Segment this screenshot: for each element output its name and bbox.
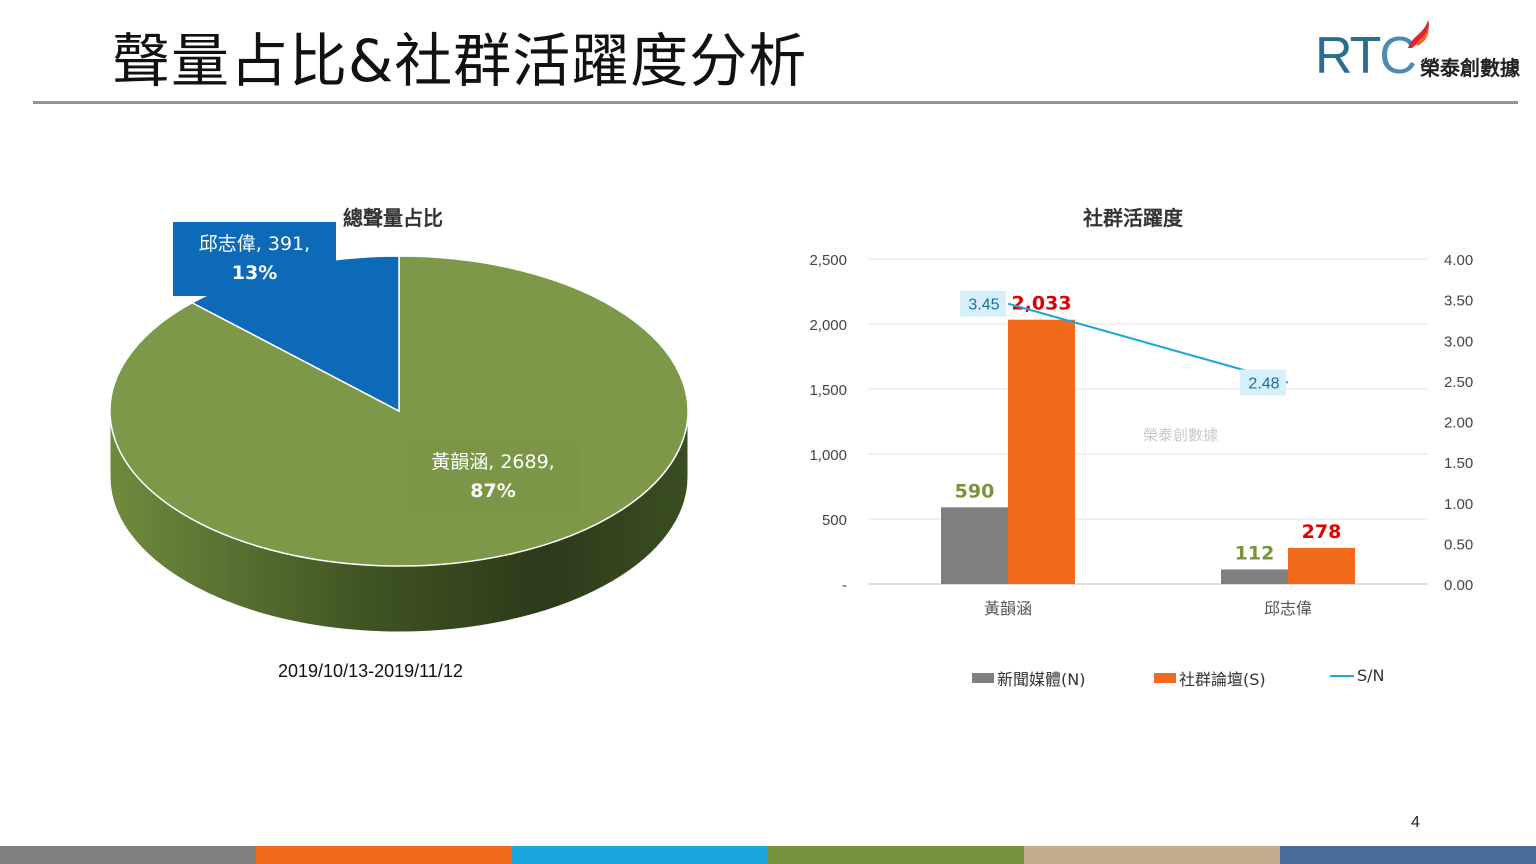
bar: [1288, 547, 1355, 584]
title-divider: [33, 101, 1518, 104]
legend-label-social: 社群論壇(S): [1179, 670, 1266, 689]
bar: [1221, 569, 1288, 584]
legend-item-social: 社群論壇(S): [1154, 666, 1266, 690]
sn-label-bg: [1240, 369, 1286, 396]
right-axis-tick: 0.50: [1444, 536, 1473, 553]
legend-label-news: 新聞媒體(N): [997, 670, 1086, 689]
flame-icon: [1408, 20, 1429, 48]
legend-label-sn: S/N: [1357, 666, 1385, 685]
sn-label-bg: [960, 290, 1006, 317]
right-axis-tick: 0.00: [1444, 577, 1473, 594]
legend-swatch-news: [972, 673, 994, 683]
legend-swatch-social: [1154, 673, 1176, 683]
logo-letters: RTC: [1315, 27, 1417, 85]
bar-value-label: 278: [1302, 521, 1342, 543]
left-axis-tick: 1,000: [809, 447, 847, 464]
company-logo: RTC 榮泰創數據: [1312, 14, 1532, 85]
footer-stripe: [1280, 846, 1536, 864]
bar-chart: 榮泰創數據 - 500 1,000 1,500 2,000 2,500 0.00 0.50 1.0…: [809, 252, 1473, 618]
page-number: 4: [1411, 814, 1420, 831]
pie-chart-title: 總聲量占比: [343, 206, 443, 230]
bar: [941, 507, 1008, 584]
bar-value-label: 112: [1235, 542, 1275, 564]
legend-item-sn: S/N: [1330, 666, 1385, 685]
left-axis-tick: 500: [822, 512, 847, 529]
right-axis-tick: 3.50: [1444, 293, 1473, 310]
sn-value-label: 2.48: [1248, 376, 1279, 393]
bar-chart-title: 社群活躍度: [1083, 206, 1183, 230]
footer-stripe: [1024, 846, 1280, 864]
footer-stripe: [0, 846, 256, 864]
category-label: 黃韻涵: [984, 599, 1032, 618]
logo-company-name: 榮泰創數據: [1420, 56, 1520, 80]
sn-line: [1007, 302, 1289, 384]
right-axis-tick: 1.00: [1444, 496, 1473, 513]
footer-stripe: [512, 846, 768, 864]
right-axis-tick: 2.00: [1444, 415, 1473, 432]
slide-title: 聲量占比&社群活躍度分析: [112, 27, 808, 95]
pie-label-qiu: 邱志偉, 391, 13%: [173, 222, 336, 296]
footer-color-bar: [0, 846, 1536, 864]
sn-value-label: 3.45: [968, 297, 999, 314]
pie-date-range: 2019/10/13-2019/11/12: [278, 661, 463, 681]
category-label: 邱志偉: [1264, 599, 1312, 618]
left-axis-tick: -: [842, 577, 847, 594]
bar-value-label: 590: [955, 480, 995, 502]
right-axis-tick: 2.50: [1444, 374, 1473, 391]
bar: [1008, 319, 1075, 584]
footer-stripe: [768, 846, 1024, 864]
right-axis-tick: 3.00: [1444, 333, 1473, 350]
legend-swatch-sn: [1330, 674, 1354, 677]
footer-stripe: [256, 846, 512, 864]
right-axis-tick: 1.50: [1444, 455, 1473, 472]
bar-value-label: 2,033: [1011, 293, 1071, 315]
chart-watermark: 榮泰創數據: [1143, 426, 1218, 444]
right-axis-tick: 4.00: [1444, 252, 1473, 269]
legend-item-news: 新聞媒體(N): [972, 666, 1085, 690]
left-axis-tick: 2,500: [809, 252, 847, 269]
left-axis-tick: 1,500: [809, 382, 847, 399]
left-axis-tick: 2,000: [809, 317, 847, 334]
pie-label-huang: 黃韻涵, 2689, 87%: [406, 442, 580, 514]
